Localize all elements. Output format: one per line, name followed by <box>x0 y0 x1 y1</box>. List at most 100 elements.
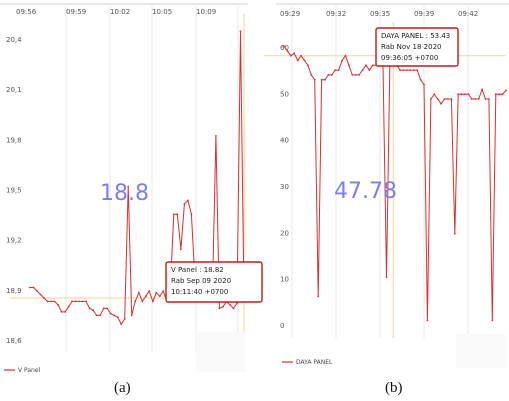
data-point-a-14 <box>78 300 80 303</box>
data-point-b-45 <box>436 98 439 100</box>
data-point-b-20 <box>351 74 354 76</box>
y-tick-label-b-5: 10 <box>280 276 289 284</box>
y-tick-label-a-5: 18,9 <box>6 287 22 295</box>
y-tick-label-a-6: 18,6 <box>6 337 22 345</box>
x-tick-label-b-3: 09:39 <box>414 10 434 18</box>
data-point-b-8 <box>310 74 313 76</box>
data-point-b-47 <box>443 98 446 100</box>
y-tick-label-a-4: 19,2 <box>6 237 22 245</box>
data-point-b-52 <box>460 93 463 96</box>
data-point-b-15 <box>334 69 337 71</box>
data-point-b-43 <box>430 98 432 100</box>
data-point-a-19 <box>95 314 98 317</box>
data-point-b-5 <box>300 54 302 57</box>
caption-a: (a) <box>114 380 131 396</box>
data-point-b-53 <box>464 93 466 96</box>
data-point-a-2 <box>36 290 38 292</box>
tooltip-line-b-0: DAYA PANEL : 53.43 <box>381 32 450 40</box>
x-tick-label-a-0: 09:56 <box>16 8 37 16</box>
x-tick-label-b-4: 09:42 <box>458 10 478 18</box>
data-point-a-6 <box>50 300 52 303</box>
x-tick-label-a-2: 10:02 <box>110 8 130 16</box>
data-point-a-35 <box>151 300 154 303</box>
data-point-a-58 <box>232 307 235 310</box>
data-point-b-58 <box>481 88 483 91</box>
data-point-b-26 <box>371 64 374 67</box>
data-point-a-20 <box>99 314 102 317</box>
data-point-a-5 <box>46 300 49 303</box>
tooltip-line-a-2: 10:11:40 +0700 <box>171 288 228 296</box>
data-point-a-13 <box>74 300 77 303</box>
data-point-b-44 <box>433 93 436 96</box>
data-point-b-41 <box>423 83 425 86</box>
tooltip-line-b-2: 09:36:05 +0700 <box>381 54 438 62</box>
y-tick-label-a-0: 20,4 <box>6 36 22 44</box>
center-value-b: 47.78 <box>334 179 397 204</box>
data-point-b-11 <box>320 78 323 81</box>
data-point-b-3 <box>293 52 296 55</box>
data-point-a-57 <box>229 304 231 306</box>
y-tick-label-b-3: 30 <box>280 183 289 191</box>
data-point-b-7 <box>307 64 309 67</box>
data-point-a-27 <box>123 318 126 320</box>
data-point-a-54 <box>218 307 221 310</box>
data-point-a-43 <box>180 248 182 251</box>
data-point-a-24 <box>113 314 116 317</box>
data-point-a-0 <box>29 286 31 289</box>
data-point-a-42 <box>176 213 179 216</box>
data-point-b-2 <box>289 54 292 57</box>
data-point-a-1 <box>32 286 35 289</box>
data-point-b-21 <box>354 74 357 76</box>
data-point-a-9 <box>60 311 63 313</box>
data-point-a-28 <box>127 185 130 188</box>
x-tick-label-a-1: 09:59 <box>66 8 86 16</box>
data-point-a-53 <box>215 135 217 137</box>
data-point-b-39 <box>416 69 419 71</box>
blank-overlay-a <box>196 332 246 372</box>
data-point-b-4 <box>296 59 299 62</box>
tooltip-box-a <box>165 261 263 303</box>
data-point-b-54 <box>467 93 470 96</box>
caption-b: (b) <box>385 380 403 396</box>
data-point-a-17 <box>88 307 91 310</box>
line-chart-b: 09:29 09:32 09:35 09:39 09:42 60 50 40 30 20 10 0 47… <box>264 3 509 368</box>
data-point-b-24 <box>365 64 367 67</box>
data-point-b-57 <box>477 98 480 100</box>
x-tick-label-b-1: 09:32 <box>326 10 346 18</box>
blank-overlay-b <box>456 334 506 368</box>
tooltip-line-b-1: Rab Nov 18 2020 <box>381 43 442 51</box>
data-point-b-64 <box>501 93 504 96</box>
data-point-b-42 <box>426 319 429 322</box>
data-point-a-37 <box>158 295 161 298</box>
y-tick-label-b-2: 40 <box>280 137 289 145</box>
y-tick-label-b-4: 20 <box>280 229 289 237</box>
data-point-b-56 <box>474 98 477 100</box>
data-point-b-61 <box>491 319 494 322</box>
chart-panel-b: 09:29 09:32 09:35 09:39 09:42 60 50 40 30 20 10 0 47… <box>264 0 509 372</box>
x-tick-label-b-2: 09:35 <box>370 10 390 18</box>
data-point-b-16 <box>337 69 340 71</box>
data-point-a-60 <box>239 30 242 33</box>
data-point-a-31 <box>137 291 140 294</box>
data-point-a-41 <box>172 213 175 216</box>
data-point-a-44 <box>183 203 186 205</box>
data-point-b-34 <box>399 69 401 71</box>
tooltip-line-a-0: V Panel : 18.82 <box>171 266 224 274</box>
data-point-b-59 <box>484 98 487 100</box>
y-tick-label-a-2: 19,8 <box>6 136 22 144</box>
data-point-a-18 <box>92 309 94 312</box>
data-point-b-50 <box>453 232 456 235</box>
data-point-b-25 <box>368 69 371 71</box>
data-point-b-35 <box>402 69 405 71</box>
data-point-a-16 <box>85 300 87 303</box>
data-point-a-21 <box>102 307 105 310</box>
data-point-b-18 <box>344 54 347 57</box>
data-point-a-38 <box>162 290 165 292</box>
data-point-a-15 <box>81 300 84 303</box>
data-point-b-6 <box>303 59 306 62</box>
y-tick-label-a-1: 20,1 <box>6 86 22 94</box>
data-point-b-12 <box>324 78 326 81</box>
data-point-b-48 <box>447 98 449 100</box>
data-point-a-46 <box>190 213 193 216</box>
data-point-a-4 <box>43 297 45 299</box>
